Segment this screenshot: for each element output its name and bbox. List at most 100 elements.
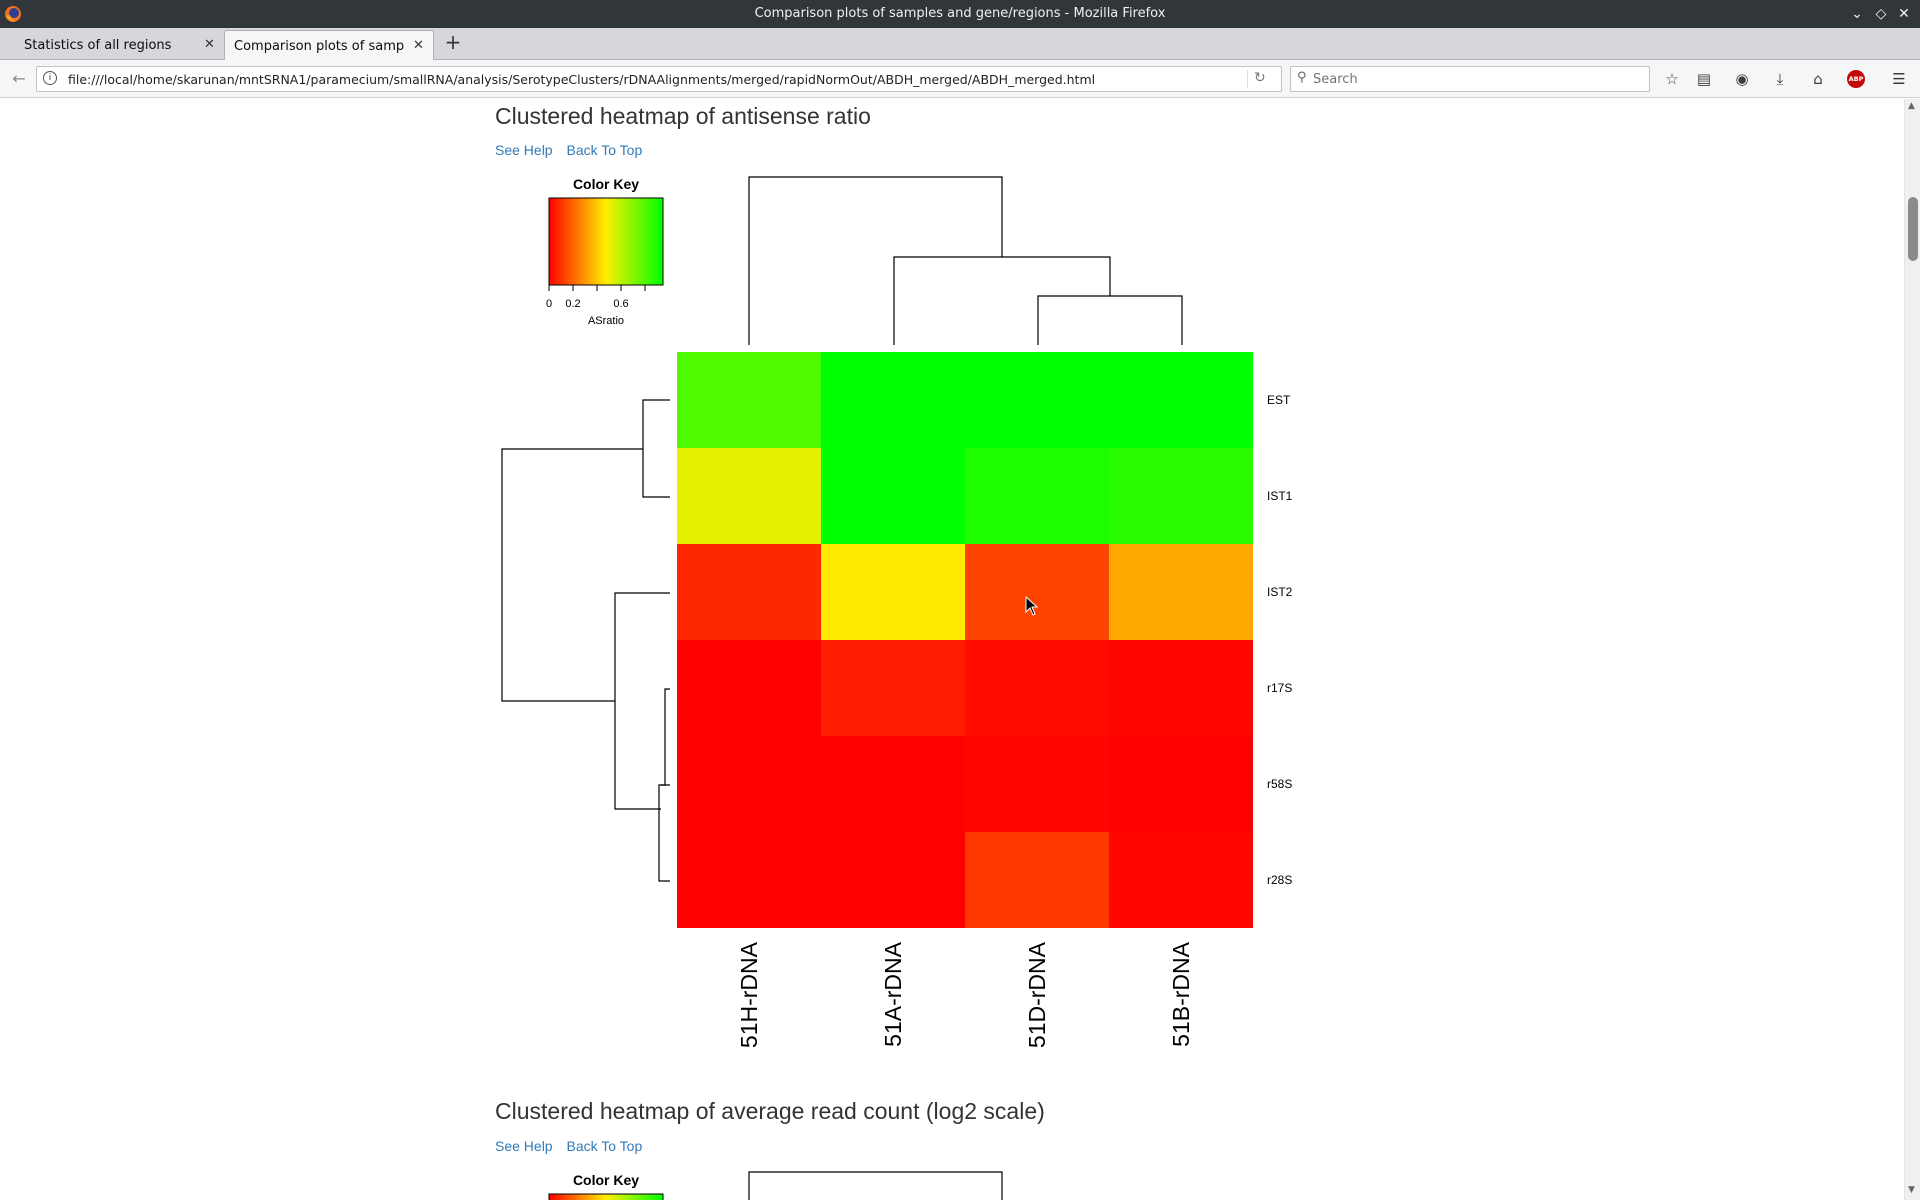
color-key-gradient xyxy=(548,197,664,286)
heatmap-cell xyxy=(965,640,1109,736)
tab-comparison-plots[interactable]: Comparison plots of sampl... ✕ xyxy=(224,30,434,60)
new-tab-icon[interactable]: + xyxy=(444,30,462,54)
close-window-icon[interactable]: ✕ xyxy=(1898,6,1910,22)
heatmap-cell xyxy=(965,352,1109,448)
color-key-gradient xyxy=(548,1193,664,1200)
heatmap-cell xyxy=(965,448,1109,544)
close-tab-icon[interactable]: ✕ xyxy=(413,38,424,53)
row-label: EST xyxy=(1267,393,1291,407)
see-help-link[interactable]: See Help xyxy=(495,142,553,158)
heatmap-cell xyxy=(677,736,821,832)
heatmap-cell xyxy=(821,544,965,640)
dendrogram-branch xyxy=(661,688,670,786)
column-label: 51A-rDNA xyxy=(880,941,906,1046)
dendrogram-branch xyxy=(642,399,670,498)
minimize-icon[interactable]: ⌄ xyxy=(1851,6,1863,22)
color-key-tick-label: 0 xyxy=(546,298,552,310)
url-separator xyxy=(1247,70,1248,88)
section-title-antisense: Clustered heatmap of antisense ratio xyxy=(495,103,871,129)
back-arrow-icon[interactable]: ← xyxy=(12,69,26,88)
back-to-top-link[interactable]: Back To Top xyxy=(566,1138,643,1154)
window-title: Comparison plots of samples and gene/reg… xyxy=(754,6,1166,21)
heatmap-cell xyxy=(677,448,821,544)
color-key-title: Color Key xyxy=(573,176,639,192)
back-to-top-link[interactable]: Back To Top xyxy=(566,142,643,158)
tab-label: Statistics of all regions xyxy=(24,38,172,53)
dendrogram-branch xyxy=(501,448,643,702)
heatmap-cell xyxy=(677,544,821,640)
heatmap-cell xyxy=(821,640,965,736)
heatmap-cell xyxy=(1109,352,1253,448)
url-bar[interactable]: i file:///local/home/skarunan/mntSRNA1/p… xyxy=(36,66,1282,92)
dendrogram-branch xyxy=(614,592,670,810)
column-labels: 51H-rDNA 51A-rDNA 51D-rDNA 51B-rDNA xyxy=(736,941,1194,1048)
page-content: Clustered heatmap of antisense ratio See… xyxy=(0,99,1904,1200)
heatmap-cell xyxy=(1109,544,1253,640)
mouse-cursor-icon xyxy=(1025,596,1039,616)
heatmap-cell xyxy=(1109,448,1253,544)
search-placeholder: Search xyxy=(1313,72,1358,87)
info-icon[interactable]: i xyxy=(43,71,57,85)
dendrogram-branch xyxy=(893,256,1111,345)
adblock-plus-icon[interactable]: ABP xyxy=(1847,70,1865,88)
row-label: r28S xyxy=(1267,873,1292,887)
bookmark-star-icon[interactable]: ☆ xyxy=(1665,70,1679,88)
firefox-logo-icon xyxy=(5,6,21,22)
color-key-tick-label: 0.2 xyxy=(565,298,580,310)
see-help-link[interactable]: See Help xyxy=(495,1138,553,1154)
color-key-tick-label: 0.6 xyxy=(613,298,628,310)
heatmap-cell xyxy=(965,736,1109,832)
home-icon[interactable]: ⌂ xyxy=(1813,70,1823,88)
download-icon[interactable]: ⤓ xyxy=(1776,70,1784,88)
heatmap-cell xyxy=(821,352,965,448)
heatmap-cell xyxy=(1109,640,1253,736)
reading-list-icon[interactable]: ▤ xyxy=(1696,70,1712,88)
antisense-heatmap: Color Key 0 0.2 0.6 ASratio E xyxy=(501,176,1293,1048)
window-titlebar: Comparison plots of samples and gene/reg… xyxy=(0,0,1920,28)
search-input[interactable]: ⚲ Search xyxy=(1290,66,1650,92)
row-label: r58S xyxy=(1267,777,1292,791)
heatmap-cell xyxy=(1109,832,1253,928)
section-links: See Help Back To Top xyxy=(495,1138,652,1154)
vertical-scrollbar[interactable]: ▲ ▼ xyxy=(1904,99,1920,1200)
heatmap-cell xyxy=(1109,736,1253,832)
scroll-up-icon[interactable]: ▲ xyxy=(1908,101,1915,111)
tab-label: Comparison plots of sampl... xyxy=(234,39,404,54)
search-icon: ⚲ xyxy=(1297,70,1307,85)
section-links: See Help Back To Top xyxy=(495,142,652,158)
section-title-read-count: Clustered heatmap of average read count … xyxy=(495,1098,1045,1124)
heatmap-cell xyxy=(677,832,821,928)
url-text[interactable]: file:///local/home/skarunan/mntSRNA1/par… xyxy=(68,72,1096,87)
heatmap-cell xyxy=(965,544,1109,640)
pocket-icon[interactable]: ◉ xyxy=(1735,70,1749,88)
row-label: r17S xyxy=(1267,681,1292,695)
color-key-label: ASratio xyxy=(588,315,624,327)
dendrogram-branch xyxy=(748,1171,1003,1200)
heatmap-cell xyxy=(821,736,965,832)
heatmap-cell xyxy=(821,832,965,928)
row-dendrogram xyxy=(501,399,670,882)
heatmap-cell xyxy=(677,640,821,736)
heatmap-cell xyxy=(965,832,1109,928)
row-label: IST2 xyxy=(1267,585,1293,599)
heatmap-cells xyxy=(677,352,1253,928)
column-dendrogram xyxy=(748,176,1183,345)
dendrogram-branch xyxy=(658,784,670,882)
column-label: 51D-rDNA xyxy=(1024,941,1050,1048)
heatmap-cell xyxy=(677,352,821,448)
tab-strip: Statistics of all regions ✕ Comparison p… xyxy=(0,28,1920,60)
close-tab-icon[interactable]: ✕ xyxy=(204,37,215,52)
scrollbar-thumb[interactable] xyxy=(1908,197,1918,261)
menu-hamburger-icon[interactable]: ☰ xyxy=(1892,70,1906,88)
second-heatmap-partial: Color Key xyxy=(548,1171,1003,1200)
dendrogram-branch xyxy=(1037,295,1183,345)
maximize-icon[interactable]: ◇ xyxy=(1875,6,1887,22)
column-label: 51H-rDNA xyxy=(736,941,762,1048)
nav-toolbar: ← i file:///local/home/skarunan/mntSRNA1… xyxy=(0,60,1920,98)
reload-icon[interactable]: ↻ xyxy=(1254,70,1266,86)
tab-statistics[interactable]: Statistics of all regions ✕ xyxy=(2,30,220,60)
color-key: Color Key 0 0.2 0.6 ASratio xyxy=(546,176,664,327)
color-key-title: Color Key xyxy=(573,1172,639,1188)
scroll-down-icon[interactable]: ▼ xyxy=(1908,1185,1915,1195)
dendrogram-branch xyxy=(748,176,1003,345)
